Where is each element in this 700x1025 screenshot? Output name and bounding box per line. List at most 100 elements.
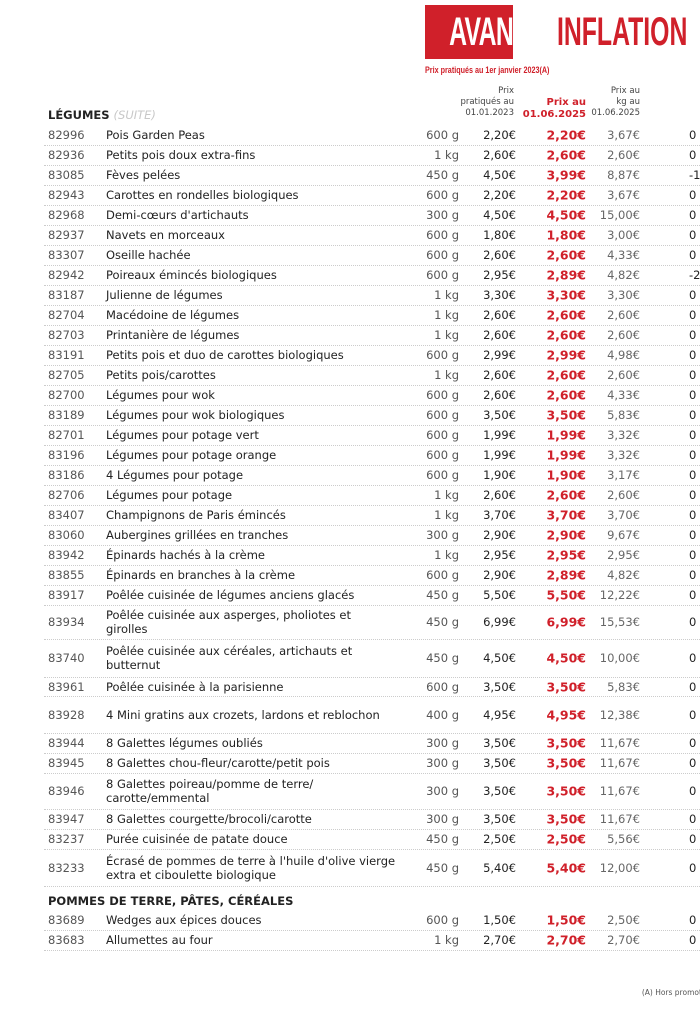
cell-kg: 3,00€	[607, 228, 640, 242]
cell-new: 3,50€	[546, 755, 586, 771]
table-row: 83191 Petits pois et duo de carottes biol…	[44, 345, 700, 366]
cell-name: Champignons de Paris émincés	[106, 508, 286, 522]
cell-old: 2,60€	[483, 388, 516, 402]
cell-old: 1,80€	[483, 228, 516, 242]
cell-new: 4,50€	[546, 207, 586, 223]
cell-last: 0	[689, 368, 697, 382]
cell-code: 83187	[48, 288, 85, 302]
col-old-line: Prix	[498, 86, 514, 96]
cell-old: 2,60€	[483, 368, 516, 382]
cell-old: 1,99€	[483, 428, 516, 442]
cell-last: 0	[689, 308, 697, 322]
cell-kg: 2,50€	[607, 913, 640, 927]
cell-weight: 600 g	[426, 248, 459, 262]
cell-code: 83307	[48, 248, 85, 262]
cell-kg: 5,83€	[607, 679, 640, 694]
cell-weight: 600 g	[426, 388, 459, 402]
cell-new: 3,99€	[546, 167, 586, 183]
cell-last: 0	[689, 468, 697, 482]
cell-code: 83186	[48, 468, 85, 482]
cell-code: 82704	[48, 308, 85, 322]
cell-weight: 1 kg	[434, 308, 459, 322]
cell-name: Épinards hachés à la crème	[106, 548, 265, 562]
table-row: 83928 4 Mini gratins aux crozets, lardons…	[44, 696, 700, 734]
cell-kg: 5,83€	[607, 408, 640, 422]
cell-new: 3,50€	[546, 735, 586, 751]
table-row: 83187 Julienne de légumes 1 kg 3,30€ 3,30€ 3,…	[44, 285, 700, 306]
cell-kg: 11,67€	[599, 812, 640, 826]
cell-last: 0	[689, 128, 697, 142]
cell-kg: 2,60€	[607, 368, 640, 382]
table-row: 83946 8 Galettes poireau/pomme de terre/ …	[44, 773, 700, 810]
cell-old: 2,60€	[483, 488, 516, 502]
cell-old: 4,50€	[483, 208, 516, 222]
cell-kg: 4,98€	[607, 348, 640, 362]
cell-kg: 3,32€	[607, 428, 640, 442]
cell-last: 0	[689, 348, 697, 362]
cell-weight: 300 g	[426, 812, 459, 826]
cell-new: 2,60€	[546, 247, 586, 263]
cell-kg: 4,33€	[607, 248, 640, 262]
cell-name: Poêlée cuisinée aux céréales, artichauts…	[106, 644, 353, 672]
cell-weight: 600 g	[426, 679, 459, 694]
cell-name: Poêlée cuisinée aux asperges, pholiotes …	[106, 608, 352, 636]
table-row: 83085 Fèves pelées 450 g 4,50€ 3,99€ 8,87€ -11	[44, 165, 700, 186]
cell-old: 2,50€	[483, 832, 516, 846]
cell-last: 0	[689, 428, 697, 442]
cell-code: 82706	[48, 488, 85, 502]
cell-new: 2,89€	[546, 267, 586, 283]
table-row: 83407 Champignons de Paris émincés 1 kg 3,7…	[44, 505, 700, 526]
cell-last: 0	[689, 707, 697, 722]
col-new-line: 01.06.2025	[522, 109, 586, 120]
cell-name: Printanière de légumes	[106, 328, 240, 342]
cell-name: Pois Garden Peas	[106, 128, 205, 142]
table-row: 83944 8 Galettes légumes oubliés 300 g 3,50…	[44, 733, 700, 754]
footnote: (A) Hors promoti	[641, 988, 700, 997]
cell-code: 82937	[48, 228, 85, 242]
cell-old: 2,70€	[483, 933, 516, 947]
cell-weight: 450 g	[426, 860, 459, 875]
cell-last: 0	[689, 228, 697, 242]
cell-old: 1,90€	[483, 468, 516, 482]
cell-kg: 9,67€	[607, 528, 640, 542]
table-row: 83917 Poêlée cuisinée de légumes anciens …	[44, 585, 700, 606]
cell-code: 83917	[48, 588, 85, 602]
cell-weight: 300 g	[426, 736, 459, 750]
cell-new: 2,60€	[546, 387, 586, 403]
section-suffix: (SUITE)	[113, 108, 156, 122]
cell-last: 0	[689, 679, 697, 694]
table-row: 82706 Légumes pour potage 1 kg 2,60€ 2,60€ 2,…	[44, 485, 700, 506]
table-row: 83237 Purée cuisinée de patate douce 450 g…	[44, 829, 700, 850]
cell-code: 83946	[48, 784, 85, 798]
table-row: 82704 Macédoine de légumes 1 kg 2,60€ 2,60€ 2…	[44, 305, 700, 326]
cell-old: 2,95€	[483, 548, 516, 562]
table-row: 83740 Poêlée cuisinée aux céréales, artic…	[44, 639, 700, 678]
table-row: 83189 Légumes pour wok biologiques 600 g 3,…	[44, 405, 700, 426]
cell-weight: 1 kg	[434, 148, 459, 162]
table-row: 83196 Légumes pour potage orange 600 g 1,99…	[44, 445, 700, 466]
cell-new: 3,50€	[546, 783, 586, 799]
cell-kg: 4,82€	[607, 568, 640, 582]
cell-new: 2,60€	[546, 147, 586, 163]
cell-weight: 400 g	[426, 707, 459, 722]
table-row: 82700 Légumes pour wok 600 g 2,60€ 2,60€ 4,33…	[44, 385, 700, 406]
cell-code: 83189	[48, 408, 85, 422]
cell-new: 1,90€	[546, 467, 586, 483]
cell-old: 2,20€	[483, 188, 516, 202]
cell-kg: 11,67€	[599, 736, 640, 750]
cell-old: 5,50€	[483, 588, 516, 602]
cell-last: 0	[689, 568, 697, 582]
cell-old: 3,50€	[483, 784, 516, 798]
col-new-line: Prix au	[546, 97, 587, 108]
cell-name: 8 Galettes légumes oubliés	[106, 736, 263, 750]
table-row: 83060 Aubergines grillées en tranches 300 …	[44, 525, 700, 546]
cell-name: Macédoine de légumes	[106, 308, 240, 322]
cell-kg: 3,17€	[607, 468, 640, 482]
cell-kg: 3,32€	[607, 448, 640, 462]
cell-weight: 600 g	[426, 128, 459, 142]
cell-name: Oseille hachée	[106, 248, 191, 262]
cell-old: 3,50€	[483, 408, 516, 422]
col-header-kg-price: Prix au kg au 01.06.2025	[591, 86, 640, 119]
cell-kg: 2,60€	[607, 328, 640, 342]
